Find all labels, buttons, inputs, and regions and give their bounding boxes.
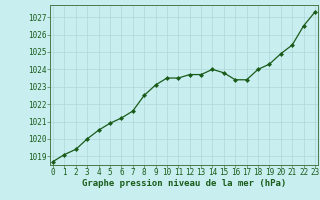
X-axis label: Graphe pression niveau de la mer (hPa): Graphe pression niveau de la mer (hPa)	[82, 179, 286, 188]
